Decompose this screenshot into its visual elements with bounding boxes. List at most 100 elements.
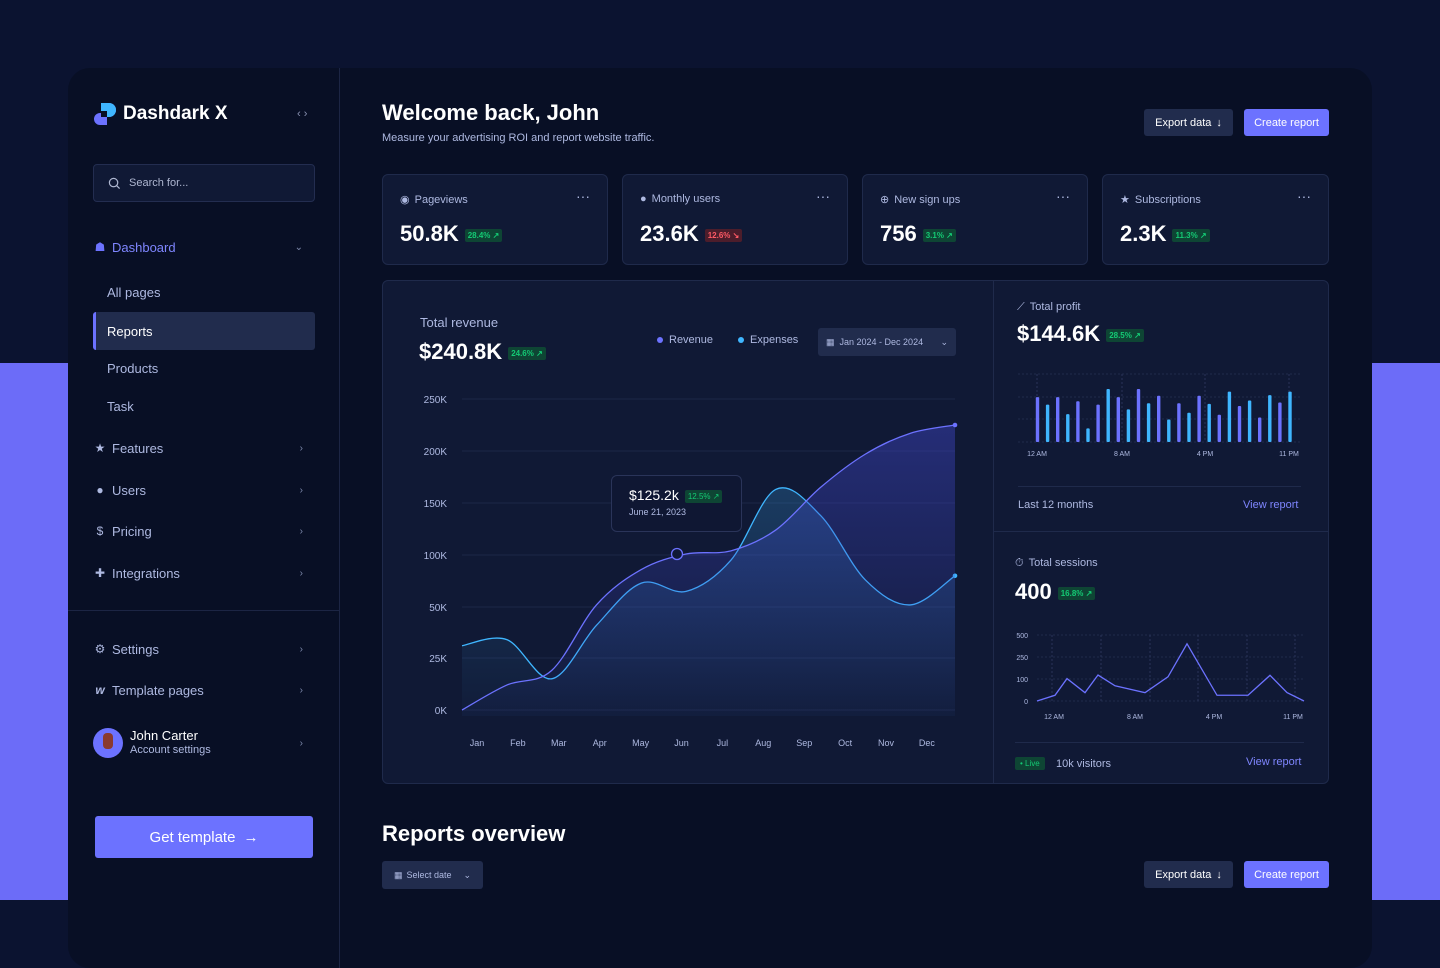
profit-bar	[1106, 388, 1110, 442]
eye-icon: ◉	[400, 194, 410, 206]
stopwatch-icon: ⏱	[1015, 557, 1024, 569]
sidebar-subitem-all-pages[interactable]: All pages	[93, 273, 315, 311]
y-tick-label: 25K	[429, 654, 447, 665]
create-report-button[interactable]: Create report	[1244, 109, 1329, 136]
profit-bar	[1167, 419, 1171, 442]
profit-bar	[1086, 428, 1090, 442]
live-badge: • Live	[1015, 757, 1045, 770]
kpi-label: Subscriptions	[1134, 193, 1201, 206]
arrow-down-icon: ↓	[1216, 868, 1222, 881]
change-badge: 24.6% ↗	[508, 346, 546, 360]
account-settings[interactable]: John Carter Account settings ›	[93, 723, 315, 763]
x-tick-label: 4 PM	[1206, 714, 1223, 721]
y-tick-label: 200K	[424, 447, 448, 458]
kpi-card-subscriptions: ★ Subscriptions ··· 2.3K 11.3% ↗	[1102, 174, 1329, 265]
search-placeholder: Search for...	[129, 177, 189, 189]
calendar-icon: ▦	[393, 869, 403, 880]
chevron-right-icon: ›	[299, 567, 303, 579]
x-tick-label: Jan	[470, 738, 485, 748]
kpi-value: 50.8K	[400, 221, 459, 246]
sidebar-item-dashboard[interactable]: ☗ Dashboard ⌄	[93, 228, 315, 266]
star-icon: ★	[1120, 194, 1130, 206]
more-icon[interactable]: ···	[1297, 188, 1311, 204]
sidebar-item-label: Features	[112, 440, 164, 456]
profit-bar	[1076, 401, 1080, 442]
change-badge: 12.6% ↘	[704, 228, 743, 242]
kpi-label: New sign ups	[894, 193, 961, 206]
profit-title-row: ⟋ Total profit	[1017, 301, 1080, 314]
x-tick-label: 12 AM	[1027, 451, 1047, 458]
sessions-title-row: ⏱ Total sessions	[1015, 557, 1098, 570]
sidebar-subitem-products[interactable]: Products	[93, 349, 315, 387]
change-badge: 3.1% ↗	[922, 228, 956, 242]
profit-bar	[1247, 400, 1252, 442]
kpi-card-monthly-users: ● Monthly users ··· 23.6K 12.6% ↘	[622, 174, 848, 265]
cta-label: Get template	[149, 828, 236, 846]
chevron-right-icon: ›	[299, 643, 303, 655]
y-tick-label: 100K	[424, 551, 448, 562]
date-range-select[interactable]: ▦ Jan 2024 - Dec 2024 ⌄	[818, 328, 956, 356]
x-tick-label: Aug	[755, 738, 771, 748]
reports-export-button[interactable]: Export data ↓	[1144, 861, 1233, 888]
more-icon[interactable]: ···	[576, 188, 590, 204]
profit-bar	[1268, 395, 1272, 442]
profit-bar	[1116, 397, 1120, 442]
revenue-value-row: $240.8K 24.6% ↗	[419, 339, 546, 365]
sidebar-item-label: Settings	[112, 641, 159, 657]
sidebar-item-pricing[interactable]: $ Pricing ›	[93, 512, 315, 550]
search-icon	[108, 177, 121, 189]
profit-view-report-link[interactable]: View report	[1243, 499, 1299, 511]
sidebar-item-integrations[interactable]: ✚ Integrations ›	[93, 554, 315, 592]
y-tick-label: 500	[1016, 633, 1028, 640]
x-tick-label: Nov	[878, 738, 895, 748]
profit-bar	[1288, 391, 1292, 442]
export-data-button[interactable]: Export data ↓	[1144, 109, 1233, 136]
get-template-button[interactable]: Get template →	[95, 816, 313, 858]
chevron-down-icon: ⌄	[463, 869, 472, 880]
x-tick-label: Mar	[551, 738, 567, 748]
search-input[interactable]: Search for...	[93, 164, 315, 202]
gear-icon: ⚙	[94, 642, 106, 656]
brand-name: Dashdark X	[123, 103, 228, 124]
profit-value-row: $144.6K 28.5% ↗	[1017, 321, 1144, 347]
sidebar-item-users[interactable]: ● Users ›	[93, 471, 315, 509]
profit-title: Total profit	[1029, 301, 1081, 313]
x-tick-label: Jun	[674, 738, 689, 748]
profit-bar	[1126, 409, 1131, 442]
sessions-view-report-link[interactable]: View report	[1246, 756, 1302, 768]
sidebar-item-label: Users	[112, 482, 146, 498]
chevron-down-icon: ⌄	[940, 336, 948, 347]
star-icon: ★	[94, 441, 106, 455]
arrow-down-icon: ↓	[1216, 116, 1222, 129]
reports-create-button[interactable]: Create report	[1244, 861, 1329, 888]
x-tick-label: 8 AM	[1127, 714, 1143, 721]
sidebar-item-template-pages[interactable]: w Template pages ›	[93, 671, 315, 709]
more-icon[interactable]: ···	[816, 188, 830, 204]
code-chevrons-icon[interactable]: ‹ ›	[297, 108, 308, 120]
revenue-area	[462, 425, 955, 716]
sessions-line	[1036, 642, 1305, 702]
sidebar-subitem-reports[interactable]: Reports	[93, 312, 315, 350]
date-range-label: Jan 2024 - Dec 2024	[839, 337, 924, 347]
profit-bar	[1066, 414, 1070, 442]
sidebar-item-features[interactable]: ★ Features ›	[93, 429, 315, 467]
sidebar-item-settings[interactable]: ⚙ Settings ›	[93, 630, 315, 668]
change-badge: 12.5% ↗	[684, 489, 723, 503]
change-badge: 28.5% ↗	[1106, 328, 1144, 342]
y-tick-label: 250	[1016, 655, 1028, 662]
sidebar-subitem-task[interactable]: Task	[93, 387, 315, 425]
sessions-value: 400	[1015, 579, 1052, 604]
profit-value: $144.6K	[1017, 321, 1101, 346]
x-tick-label: Apr	[593, 738, 607, 748]
user-subtitle: Account settings	[130, 744, 211, 757]
select-date-dropdown[interactable]: ▦ Select date ⌄	[382, 861, 483, 889]
more-icon[interactable]: ···	[1056, 188, 1070, 204]
profit-bar	[1146, 403, 1151, 442]
revenue-hover-point	[670, 547, 684, 561]
x-tick-label: Jul	[717, 738, 729, 748]
profit-bar	[1227, 391, 1232, 442]
x-tick-label: Sep	[796, 738, 812, 748]
button-label: Create report	[1254, 116, 1319, 129]
x-tick-label: 8 AM	[1114, 451, 1130, 458]
sessions-value-row: 400 16.8% ↗	[1015, 579, 1096, 605]
